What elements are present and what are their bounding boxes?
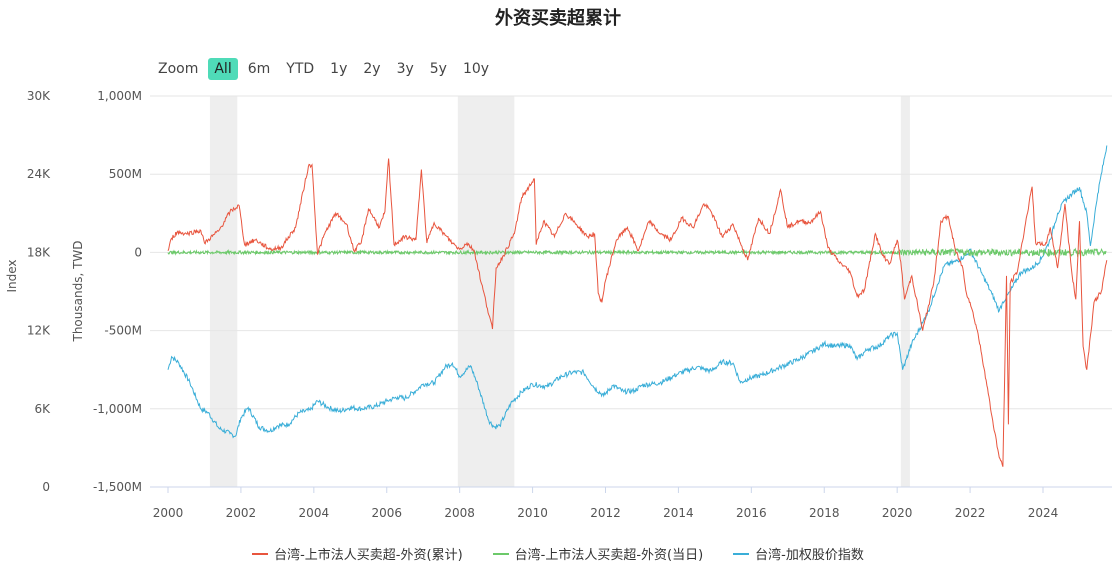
right-axis-tick-label: -1,000M	[93, 402, 142, 416]
x-tick-label: 2022	[955, 506, 986, 520]
zoom-button-1y[interactable]: 1y	[330, 61, 348, 77]
x-tick-label: 2012	[590, 506, 621, 520]
zoom-button-5y[interactable]: 5y	[429, 61, 447, 77]
zoom-button-10y[interactable]: 10y	[462, 61, 490, 77]
x-tick-label: 2018	[809, 506, 840, 520]
legend-item-index[interactable]: 台湾-加权股价指数	[733, 544, 864, 563]
x-tick-label: 2024	[1028, 506, 1059, 520]
left-axis-tick-label: 18K	[27, 245, 51, 259]
x-tick-label: 2016	[736, 506, 767, 520]
left-axis-tick-label: 30K	[27, 89, 51, 103]
right-axis-tick-label: -500M	[104, 324, 142, 338]
legend-swatch-index	[733, 552, 750, 555]
left-axis-tick-label: 12K	[27, 324, 51, 338]
legend-swatch-cumulative	[252, 552, 269, 555]
left-axis-tick-label: 24K	[27, 167, 51, 181]
series-line-index	[167, 145, 1108, 439]
chart-title: 外资买卖超累计	[495, 8, 621, 29]
legend-item-daily[interactable]: 台湾-上市法人买卖超-外资(当日)	[492, 544, 704, 563]
shaded-period-0	[209, 96, 238, 487]
zoom-button-2y[interactable]: 2y	[363, 61, 381, 77]
zoom-button-6m[interactable]: 6m	[247, 61, 271, 77]
right-axis-tick-label: 1,000M	[97, 89, 142, 103]
legend-swatch-daily	[492, 552, 509, 555]
legend-item-cumulative[interactable]: 台湾-上市法人买卖超-外资(累计)	[252, 544, 463, 563]
right-axis-title: Thousands, TWD	[71, 240, 85, 342]
x-tick-label: 2014	[663, 506, 694, 520]
legend-label-daily: 台湾-上市法人买卖超-外资(当日)	[514, 548, 704, 563]
zoom-button-3y[interactable]: 3y	[396, 61, 414, 77]
x-tick-label: 2008	[444, 506, 475, 520]
series-daily-group	[167, 247, 1107, 258]
x-tick-label: 2004	[299, 506, 330, 520]
series-line-cumulative	[167, 158, 1108, 467]
x-tick-label: 2006	[371, 506, 402, 520]
zoom-selector: Zoom All 6m YTD 1y 2y 3y 5y 10y	[158, 58, 495, 80]
zoom-button-all[interactable]: All	[208, 58, 238, 80]
right-axis-tick-label: -1,500M	[93, 480, 142, 494]
legend: 台湾-上市法人买卖超-外资(累计) 台湾-上市法人买卖超-外资(当日) 台湾-加…	[0, 544, 1116, 563]
left-axis-tick-label: 6K	[34, 402, 51, 416]
shaded-period-1	[457, 96, 515, 487]
x-tick-label: 2010	[517, 506, 548, 520]
series-line-daily	[167, 247, 1107, 258]
zoom-button-ytd[interactable]: YTD	[286, 61, 315, 77]
x-tick-label: 2000	[153, 506, 184, 520]
zoom-label: Zoom	[158, 61, 199, 77]
left-axis-tick-label: 0	[42, 480, 50, 494]
shaded-period-2	[900, 96, 910, 487]
x-tick-label: 2002	[226, 506, 257, 520]
right-axis-tick-label: 500M	[109, 167, 142, 181]
left-axis-title: Index	[5, 259, 19, 292]
legend-label-cumulative: 台湾-上市法人买卖超-外资(累计)	[274, 548, 463, 563]
legend-label-index: 台湾-加权股价指数	[755, 548, 864, 563]
x-tick-label: 2020	[882, 506, 913, 520]
right-axis-tick-label: 0	[134, 245, 142, 259]
